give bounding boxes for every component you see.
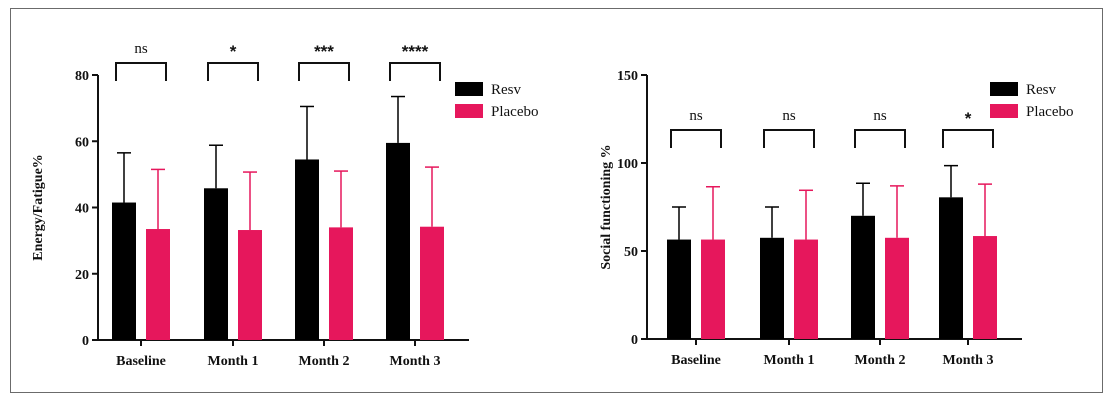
legend-swatch-resv [455,82,483,96]
significance-label: ns [873,108,887,124]
bar-resv [667,239,691,339]
bar-resv [112,202,136,340]
significance-bracket [670,129,722,148]
significance-label: ns [782,108,796,124]
significance-bracket [115,62,167,81]
significance-label: * [965,109,972,128]
significance-bracket [298,62,350,81]
bar-placebo [973,236,997,339]
y-axis-label: Social functioning % [599,144,614,269]
x-tick-label: Month 3 [390,354,441,369]
y-axis-label: Energy/Fatigue% [31,154,46,261]
bar-resv [204,188,228,340]
bar-placebo [885,237,909,339]
x-tick-label: Baseline [116,354,166,369]
legend-label-resv: Resv [491,82,522,98]
y-tick-label: 20 [75,268,89,283]
y-tick-label: 80 [75,69,89,84]
figure-frame [10,8,1103,393]
significance-label: ns [689,108,703,124]
y-tick-label: 100 [617,157,638,172]
x-tick-label: Month 2 [299,354,350,369]
x-tick-label: Month 3 [943,353,994,368]
bar-resv [851,215,875,339]
significance-label: *** [314,42,334,61]
bar-placebo [238,230,262,340]
bar-resv [386,142,410,340]
chart-panel-1: 0 20 40 60 80 Energy/Fatigue% Baseline ns Month … [31,41,538,369]
bar-placebo [146,229,170,340]
chart-panel-2: 0 50 100 150 Social functioning % Baseline ns M… [599,69,1073,368]
bar-placebo [329,227,353,340]
legend-swatch-placebo [990,104,1018,118]
significance-label: * [230,42,237,61]
y-tick-label: 150 [617,69,638,84]
bar-resv [295,159,319,340]
x-tick-label: Month 1 [208,354,259,369]
legend-label-placebo: Placebo [491,104,538,120]
y-tick-label: 0 [82,334,89,349]
x-tick-label: Baseline [671,353,721,368]
y-tick-label: 50 [624,245,638,260]
legend-swatch-resv [990,82,1018,96]
x-tick-label: Month 1 [764,353,815,368]
bar-placebo [794,239,818,339]
significance-bracket [207,62,259,81]
y-tick-label: 0 [631,333,638,348]
significance-label: ns [134,41,148,57]
significance-bracket [389,62,441,81]
legend-label-resv: Resv [1026,82,1057,98]
bar-resv [939,197,963,339]
x-tick-label: Month 2 [855,353,906,368]
y-tick-label: 60 [75,135,89,150]
significance-bracket [942,129,994,148]
significance-bracket [763,129,815,148]
legend-label-placebo: Placebo [1026,104,1073,120]
bar-placebo [701,239,725,339]
significance-bracket [854,129,906,148]
significance-label: **** [402,42,429,61]
bar-placebo [420,226,444,340]
bar-resv [760,237,784,339]
legend-swatch-placebo [455,104,483,118]
y-tick-label: 40 [75,202,89,217]
